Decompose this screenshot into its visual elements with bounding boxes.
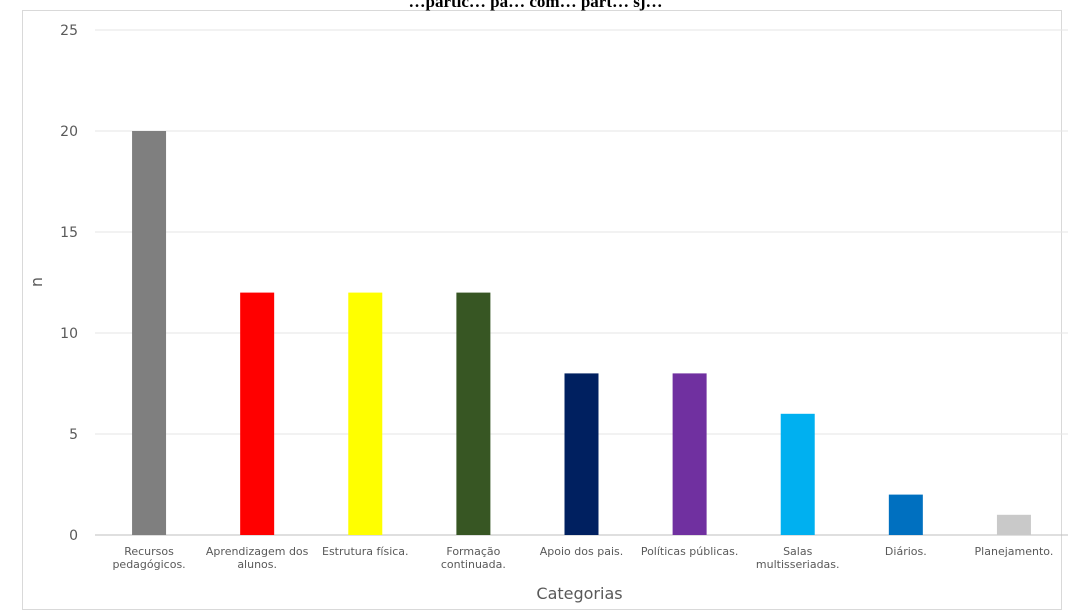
bar bbox=[456, 292, 491, 535]
bar bbox=[780, 413, 815, 535]
bar bbox=[564, 373, 599, 535]
x-tick-label: Diários. bbox=[885, 545, 927, 558]
y-tick-label: 15 bbox=[60, 225, 78, 241]
x-tick-label: Planejamento. bbox=[975, 545, 1054, 558]
y-tick-label: 5 bbox=[69, 427, 78, 443]
x-tick-label: Estrutura física. bbox=[322, 545, 409, 558]
bar bbox=[888, 494, 923, 535]
bar bbox=[132, 131, 167, 535]
y-axis-title: n bbox=[27, 277, 46, 287]
x-tick-label: Aprendizagem dos alunos. bbox=[206, 545, 309, 571]
x-tick-label: Recursos pedagógicos. bbox=[112, 545, 185, 571]
y-tick-label: 25 bbox=[60, 23, 78, 39]
chart-frame bbox=[22, 10, 1062, 610]
y-tick-label: 20 bbox=[60, 124, 78, 140]
bar bbox=[348, 292, 383, 535]
y-tick-label: 0 bbox=[69, 528, 78, 544]
bar bbox=[672, 373, 707, 535]
chart-title: …partic… pa… com… part… sj… bbox=[408, 0, 663, 11]
x-tick-label: Formação continuada. bbox=[441, 545, 506, 571]
x-axis-title: Categorias bbox=[536, 584, 622, 603]
y-tick-label: 10 bbox=[60, 326, 78, 342]
x-tick-label: Salas multisseriadas. bbox=[756, 545, 840, 571]
x-tick-label: Apoio dos pais. bbox=[540, 545, 623, 558]
bar bbox=[996, 514, 1031, 535]
bar bbox=[240, 292, 275, 535]
x-tick-label: Políticas públicas. bbox=[641, 545, 739, 558]
